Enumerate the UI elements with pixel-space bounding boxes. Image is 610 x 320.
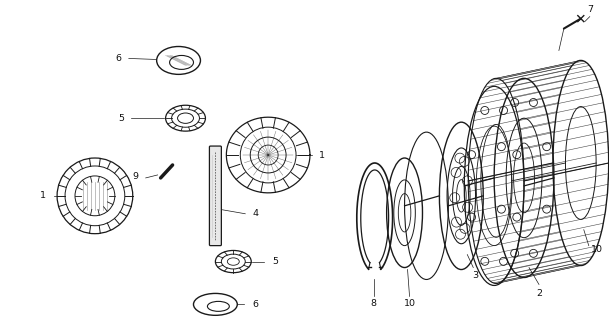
Text: 6: 6: [116, 54, 122, 63]
Text: 2: 2: [536, 289, 542, 298]
Text: 1: 1: [40, 191, 46, 200]
Text: 3: 3: [472, 271, 478, 280]
Text: 4: 4: [252, 209, 258, 218]
Text: 10: 10: [404, 299, 415, 308]
Text: 6: 6: [252, 300, 258, 309]
FancyBboxPatch shape: [209, 146, 221, 246]
Text: 5: 5: [272, 257, 278, 266]
Text: 9: 9: [133, 172, 138, 181]
Text: 7: 7: [587, 5, 593, 14]
Text: 5: 5: [118, 114, 124, 123]
Text: 10: 10: [590, 245, 603, 254]
Text: 8: 8: [371, 299, 377, 308]
Text: 1: 1: [319, 150, 325, 160]
